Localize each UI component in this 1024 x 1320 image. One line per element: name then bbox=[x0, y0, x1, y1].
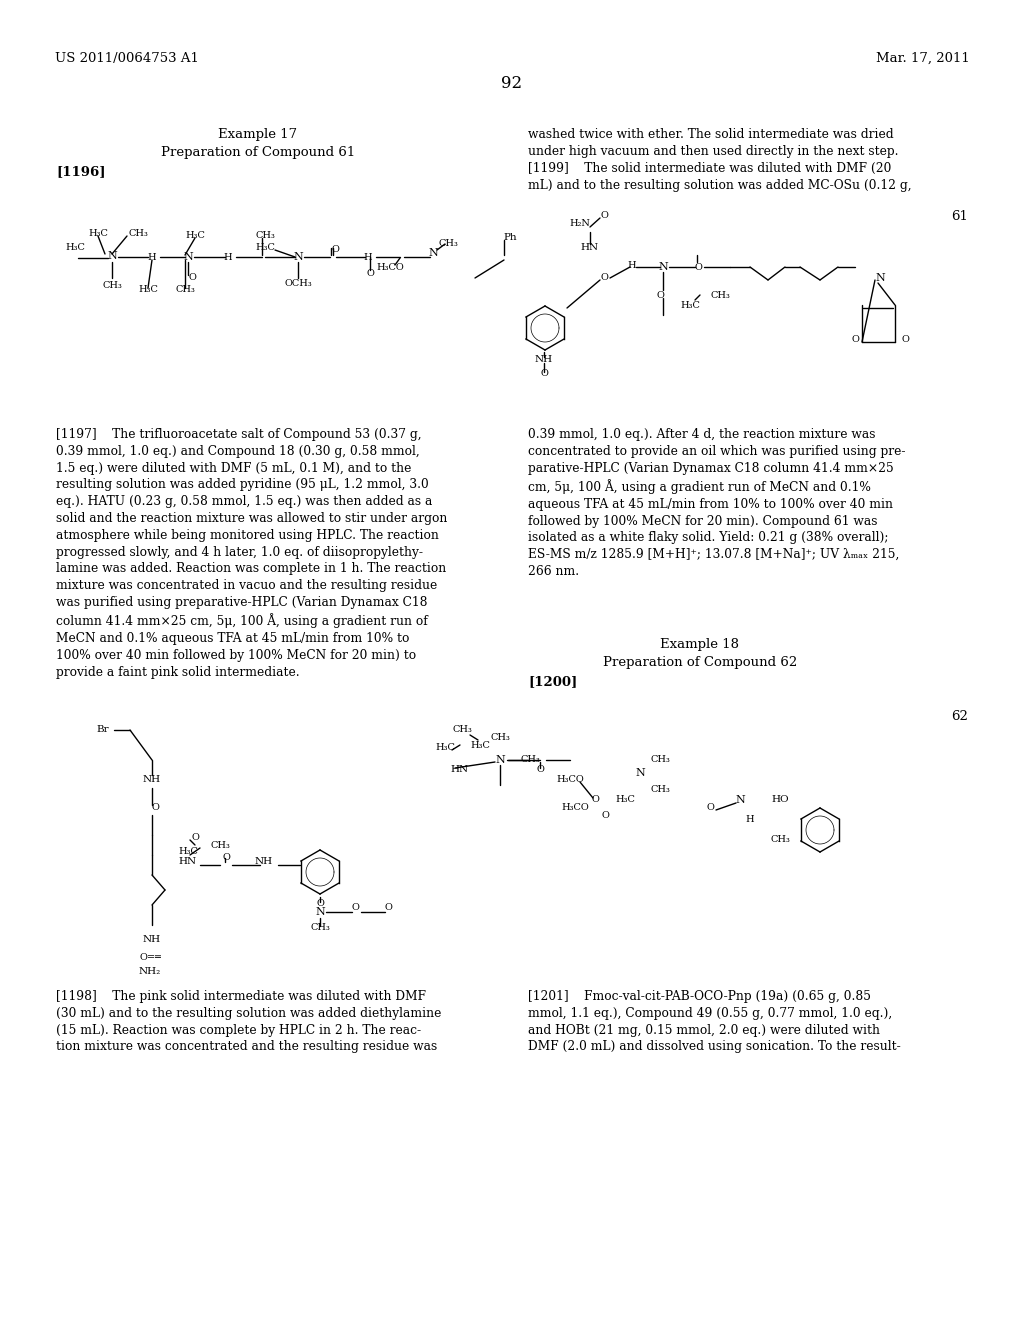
Text: H₃C: H₃C bbox=[435, 743, 455, 752]
Text: O: O bbox=[694, 263, 701, 272]
Text: O: O bbox=[600, 210, 608, 219]
Text: O: O bbox=[656, 290, 664, 300]
Text: N: N bbox=[496, 755, 505, 766]
Text: H₃C: H₃C bbox=[178, 847, 198, 857]
Text: CH₃: CH₃ bbox=[255, 231, 274, 239]
Text: washed twice with ether. The solid intermediate was dried
under high vacuum and : washed twice with ether. The solid inter… bbox=[528, 128, 911, 191]
Text: H: H bbox=[364, 252, 373, 261]
Text: O: O bbox=[707, 804, 714, 813]
Text: O=═: O=═ bbox=[139, 953, 161, 962]
Text: Mar. 17, 2011: Mar. 17, 2011 bbox=[877, 51, 970, 65]
Text: H₃C: H₃C bbox=[138, 285, 158, 294]
Text: N: N bbox=[735, 795, 744, 805]
Text: O: O bbox=[316, 899, 324, 908]
Text: O: O bbox=[331, 246, 339, 255]
Text: CH₃: CH₃ bbox=[770, 836, 790, 845]
Text: Example 18: Example 18 bbox=[660, 638, 739, 651]
Text: HN: HN bbox=[179, 858, 197, 866]
Text: H₃C: H₃C bbox=[470, 741, 489, 750]
Text: CH₃: CH₃ bbox=[710, 290, 730, 300]
Text: O: O bbox=[351, 903, 359, 912]
Text: OCH₃: OCH₃ bbox=[284, 279, 312, 288]
Text: O: O bbox=[222, 854, 230, 862]
Text: N: N bbox=[183, 252, 193, 261]
Text: 61: 61 bbox=[951, 210, 968, 223]
Text: CH₃: CH₃ bbox=[310, 924, 330, 932]
Text: CH₃: CH₃ bbox=[128, 228, 147, 238]
Text: CH₃: CH₃ bbox=[210, 841, 230, 850]
Text: [1200]: [1200] bbox=[528, 675, 578, 688]
Text: CH₃: CH₃ bbox=[102, 281, 122, 289]
Text: Preparation of Compound 61: Preparation of Compound 61 bbox=[161, 147, 355, 158]
Text: O: O bbox=[851, 335, 859, 345]
Text: H₃C: H₃C bbox=[680, 301, 700, 309]
Text: H: H bbox=[745, 816, 755, 825]
Text: O: O bbox=[901, 335, 909, 345]
Text: H₃C: H₃C bbox=[615, 796, 635, 804]
Text: H₂N: H₂N bbox=[569, 219, 591, 227]
Text: HO: HO bbox=[771, 796, 788, 804]
Text: O: O bbox=[536, 766, 544, 775]
Text: [1198]    The pink solid intermediate was diluted with DMF
(30 mL) and to the re: [1198] The pink solid intermediate was d… bbox=[56, 990, 441, 1053]
Text: N: N bbox=[108, 251, 117, 261]
Text: O: O bbox=[600, 272, 608, 281]
Text: H₃CO: H₃CO bbox=[561, 804, 589, 813]
Text: 62: 62 bbox=[951, 710, 968, 723]
Text: Example 17: Example 17 bbox=[218, 128, 298, 141]
Text: N: N bbox=[635, 768, 645, 777]
Text: N: N bbox=[428, 248, 438, 257]
Text: 0.39 mmol, 1.0 eq.). After 4 d, the reaction mixture was
concentrated to provide: 0.39 mmol, 1.0 eq.). After 4 d, the reac… bbox=[528, 428, 905, 578]
Text: HN: HN bbox=[581, 243, 599, 252]
Text: O: O bbox=[191, 833, 199, 842]
Text: NH: NH bbox=[255, 858, 273, 866]
Text: H: H bbox=[628, 260, 636, 269]
Text: NH: NH bbox=[143, 936, 161, 945]
Text: NH₂: NH₂ bbox=[139, 968, 161, 977]
Text: H₃C: H₃C bbox=[255, 243, 274, 252]
Text: CH₃: CH₃ bbox=[650, 785, 670, 795]
Text: H₃CO: H₃CO bbox=[556, 776, 584, 784]
Text: CH₃: CH₃ bbox=[438, 239, 458, 248]
Text: N: N bbox=[293, 252, 303, 261]
Text: Ph: Ph bbox=[503, 234, 517, 243]
Text: 92: 92 bbox=[502, 75, 522, 92]
Text: [1196]: [1196] bbox=[56, 165, 105, 178]
Text: NH: NH bbox=[535, 355, 553, 364]
Text: O: O bbox=[601, 810, 609, 820]
Text: US 2011/0064753 A1: US 2011/0064753 A1 bbox=[55, 51, 199, 65]
Text: HN: HN bbox=[451, 766, 469, 775]
Text: H₃CO: H₃CO bbox=[376, 264, 403, 272]
Text: O: O bbox=[540, 370, 548, 379]
Text: N: N bbox=[658, 261, 668, 272]
Text: H₃C: H₃C bbox=[66, 243, 85, 252]
Text: H₃C: H₃C bbox=[185, 231, 205, 240]
Text: CH₃: CH₃ bbox=[490, 734, 510, 742]
Text: Preparation of Compound 62: Preparation of Compound 62 bbox=[603, 656, 797, 669]
Text: Br: Br bbox=[96, 726, 110, 734]
Text: H: H bbox=[147, 252, 157, 261]
Text: [1197]    The trifluoroacetate salt of Compound 53 (0.37 g,
0.39 mmol, 1.0 eq.) : [1197] The trifluoroacetate salt of Comp… bbox=[56, 428, 447, 678]
Text: [1201]    Fmoc-val-cit-PAB-OCO-Pnp (19a) (0.65 g, 0.85
mmol, 1.1 eq.), Compound : [1201] Fmoc-val-cit-PAB-OCO-Pnp (19a) (0… bbox=[528, 990, 901, 1053]
Text: O: O bbox=[188, 273, 196, 282]
Text: NH: NH bbox=[143, 776, 161, 784]
Text: H: H bbox=[223, 252, 232, 261]
Text: CH₃: CH₃ bbox=[175, 285, 195, 294]
Text: O: O bbox=[591, 796, 599, 804]
Text: H₃C: H₃C bbox=[88, 228, 108, 238]
Text: O: O bbox=[152, 804, 159, 813]
Text: O: O bbox=[384, 903, 392, 912]
Text: N: N bbox=[876, 273, 885, 282]
Text: N: N bbox=[315, 907, 325, 917]
Text: O: O bbox=[366, 269, 374, 279]
Text: CH₃: CH₃ bbox=[520, 755, 540, 764]
Text: CH₃: CH₃ bbox=[452, 726, 472, 734]
Text: CH₃: CH₃ bbox=[650, 755, 670, 764]
